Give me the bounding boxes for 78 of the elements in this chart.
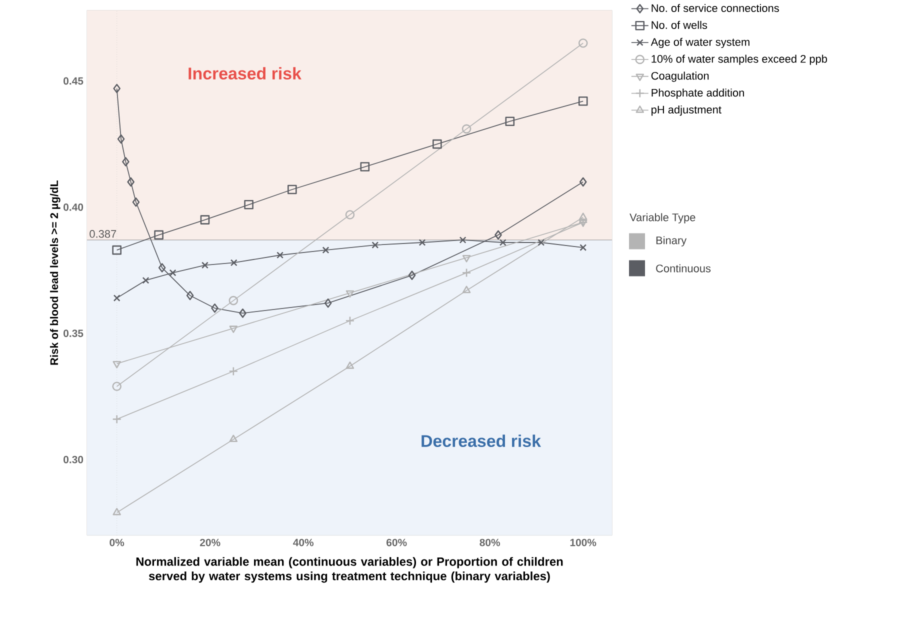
point [462, 286, 471, 293]
point [372, 241, 379, 248]
legend-label: pH adjustment [652, 105, 722, 116]
point [186, 290, 194, 300]
point [462, 254, 471, 262]
point [229, 434, 238, 442]
legend-label: Age of water system [650, 38, 750, 48]
point [112, 382, 122, 391]
text: Binary [656, 236, 687, 246]
legend-title: Variable Type [630, 213, 696, 224]
point [112, 360, 121, 368]
y-tick-label: 0.40 [64, 203, 84, 211]
band-label: Decreased risk [422, 434, 542, 447]
point [462, 124, 472, 134]
y-tick-label: 0.45 [64, 77, 84, 85]
y-tick-label: 0.35 [64, 330, 84, 337]
point [122, 156, 130, 166]
y-tick-label: 0.30 [64, 456, 84, 464]
legend-label: 10% of water samples exceed 2 ppb [652, 54, 827, 65]
point [113, 84, 120, 94]
point [578, 212, 588, 220]
point [432, 139, 442, 149]
x-tick-label: 60% [386, 538, 407, 546]
point [239, 308, 246, 318]
legend-label: No. of service connections [652, 4, 779, 12]
point [142, 276, 150, 284]
point [324, 298, 332, 308]
legend-label: Coagulation [651, 72, 709, 82]
point [117, 134, 125, 144]
x-tick-label: 100% [570, 538, 596, 546]
point [345, 316, 355, 326]
x-tick-label: 20% [200, 538, 220, 546]
x-tick-label: 0% [110, 538, 124, 546]
point [276, 252, 284, 258]
x-tick-label: 40% [293, 538, 314, 546]
point [346, 361, 354, 369]
point [132, 197, 140, 207]
point [112, 245, 122, 255]
legend-label: Phosphate addition [652, 88, 744, 99]
point [112, 508, 121, 516]
band-label: Increased risk [188, 66, 302, 80]
point [459, 236, 466, 244]
point [288, 184, 297, 194]
point [538, 238, 545, 246]
point [229, 326, 238, 333]
legend-label: No. of wells [652, 20, 708, 29]
point [462, 268, 472, 278]
point [113, 294, 120, 302]
point [322, 246, 330, 254]
point [360, 162, 370, 172]
y-axis-title: Risk of blood lead levels >= 2 µg/dL [50, 180, 60, 365]
point [578, 220, 588, 227]
point [580, 244, 587, 251]
point [228, 366, 238, 376]
point [505, 116, 515, 126]
point [408, 270, 416, 280]
x-tick-label: 80% [480, 538, 500, 546]
point [228, 296, 238, 306]
point [244, 200, 254, 210]
point [211, 303, 218, 313]
point [201, 262, 208, 269]
point [578, 38, 588, 48]
point [579, 177, 587, 186]
x-axis-title: Normalized variable mean (continuous variables) or Proportion of children served by water systems using treatment technique (binary variables) [136, 556, 563, 583]
point [154, 230, 164, 240]
point [494, 230, 502, 240]
point [230, 259, 238, 266]
point [418, 238, 426, 246]
point [158, 262, 166, 272]
text: Continuous [656, 264, 711, 272]
point [499, 238, 506, 246]
point [200, 215, 210, 224]
point [169, 269, 176, 276]
ref-line-label: 0.387 [90, 230, 116, 238]
point [345, 210, 355, 220]
point [578, 96, 588, 106]
point [346, 290, 354, 298]
point [127, 177, 134, 186]
